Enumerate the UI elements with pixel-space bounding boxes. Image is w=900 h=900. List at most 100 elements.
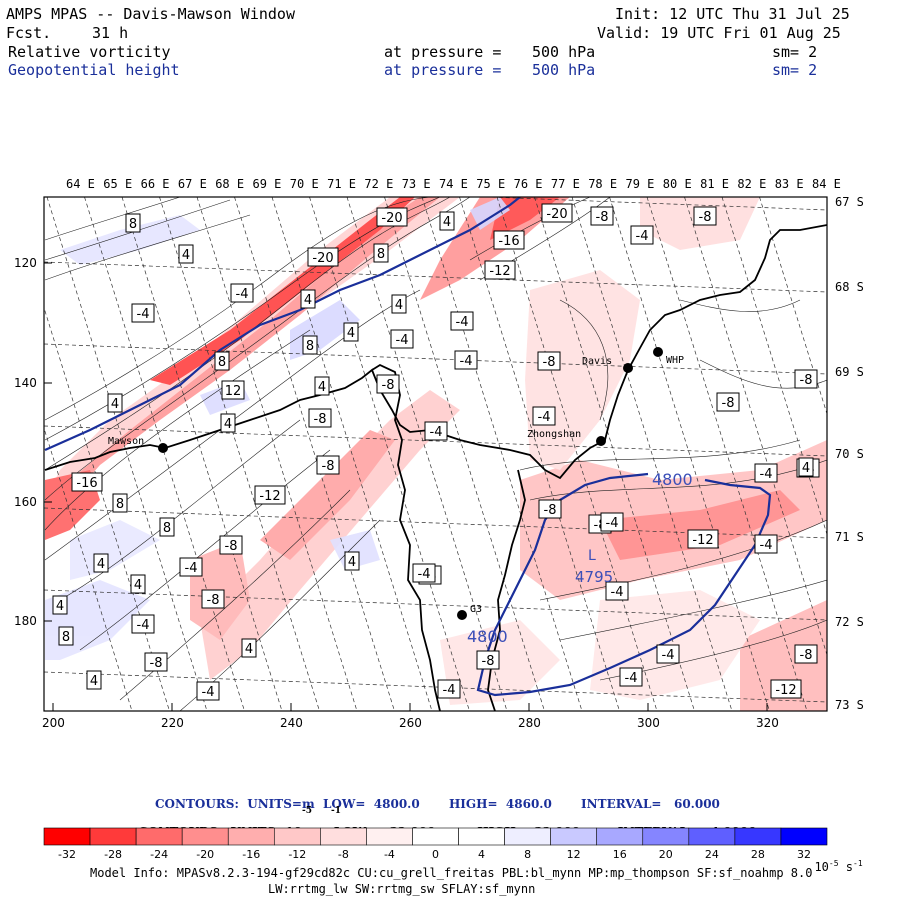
colorbar-tick-label: -20 — [196, 848, 214, 861]
vorticity-label-text: 12 — [225, 384, 242, 399]
vorticity-label: -4 — [179, 557, 203, 577]
vorticity-label-box — [130, 574, 146, 594]
lon-label: 72 E — [364, 177, 393, 191]
vorticity-label: -8 — [144, 652, 168, 672]
lon-label: 74 E — [439, 177, 468, 191]
colorbar-swatch — [227, 827, 275, 846]
vorticity-label-box — [343, 322, 359, 342]
field1-level: 500 hPa — [532, 43, 596, 61]
vorticity-label-text: 4 — [97, 557, 105, 572]
vorticity-label-text: -4 — [202, 685, 215, 700]
lon-label: 73 E — [402, 177, 431, 191]
vorticity-label-box — [314, 376, 330, 396]
vorticity-label: -4 — [230, 283, 254, 303]
vorticity-label: -20 — [376, 207, 408, 227]
colorbar-tick-label: -12 — [288, 848, 306, 861]
colorbar-swatch — [135, 827, 183, 846]
vorticity-label-text: 8 — [306, 339, 314, 354]
lat-label: 68 S — [835, 280, 864, 294]
vorticity-label-text: 4 — [304, 293, 312, 308]
parallel-line — [44, 589, 827, 621]
lon-label: 84 E — [812, 177, 841, 191]
meridian-line — [646, 197, 808, 711]
vorticity-label-box — [541, 203, 573, 223]
vorticity-label-text: 8 — [129, 217, 137, 232]
vorticity-label-text: -12 — [692, 533, 713, 548]
x-label: 220 — [161, 716, 184, 730]
vorticity-label-text: -8 — [800, 373, 813, 388]
colorbar-tick-label: -4 — [384, 848, 395, 861]
station-label: Mawson — [108, 436, 144, 447]
colorbar-swatch — [642, 827, 690, 846]
vorticity-label: -4 — [390, 329, 414, 349]
meridian-line — [346, 197, 508, 711]
units-exponent-1: -5 — [302, 806, 312, 816]
vorticity-label-text: -4 — [418, 567, 431, 582]
low-center-value: 4795 — [575, 568, 613, 586]
vorticity-label-box — [693, 206, 717, 226]
vorticity-label: -4 — [450, 311, 474, 331]
vorticity-label: -20 — [541, 203, 573, 223]
vorticity-label-text: 8 — [116, 497, 124, 512]
colorbar-swatch — [596, 827, 644, 846]
vorticity-label-box — [220, 413, 236, 433]
vorticity-label: -8 — [316, 455, 340, 475]
station-dot — [623, 363, 633, 373]
meridian-line — [571, 197, 733, 711]
station-label: Zhongshan — [527, 429, 581, 440]
colorbar-swatch — [550, 827, 598, 846]
map-fields: -20 -20 -20 -16 -12 -8 -4 -4 -8 -4 -8 -4 8 4 4 8 4 4 4 8 8 12… — [44, 197, 827, 711]
height-contour-info: CONTOURS: UNITS=m LOW= 4800.0 HIGH= 4860… — [155, 797, 720, 811]
meridian-line — [421, 197, 583, 711]
vorticity-label-text: -4 — [443, 683, 456, 698]
vorticity-label-text: -4 — [662, 648, 675, 663]
vorticity-label-box — [219, 535, 243, 555]
vorticity-label-box — [687, 529, 719, 549]
vorticity-label: -4 — [454, 350, 478, 370]
vorticity-label-text: 4 — [802, 461, 810, 476]
colorbar-swatch — [688, 827, 736, 846]
colorbar-swatch — [320, 827, 367, 846]
geopotential-height-contours — [44, 197, 772, 697]
vorticity-label: -8 — [476, 650, 500, 670]
colorbar-units-s: s — [845, 860, 854, 874]
vorticity-label-text: 4 — [90, 674, 98, 689]
x-label: 260 — [399, 716, 422, 730]
init-time: Init: 12 UTC Thu 31 Jul 25 — [615, 5, 850, 23]
vorticity-label-text: 8 — [163, 521, 171, 536]
vorticity-label-box — [107, 393, 123, 413]
colorbar-units: 10-5 s-1 — [800, 845, 862, 874]
vorticity-label-box — [424, 421, 448, 441]
vorticity-label-text: 4 — [347, 326, 355, 341]
vorticity-label-text: 4 — [224, 417, 232, 432]
colorbar-units-exp: -5 — [828, 859, 839, 868]
colorbar-units-base: 10 — [814, 860, 829, 874]
meridian-line — [271, 197, 433, 711]
station-dot — [457, 610, 467, 620]
vorticity-label-text: 4 — [182, 248, 190, 263]
vorticity-label-box — [58, 626, 74, 646]
colorbar-tick-label: -24 — [150, 848, 168, 861]
lat-label: 69 S — [835, 365, 864, 379]
vorticity-label-box — [619, 667, 643, 687]
lat-label: 72 S — [835, 615, 864, 629]
vorticity-label-text: -8 — [699, 210, 712, 225]
meridian-line — [721, 197, 827, 536]
vorticity-label: -4 — [532, 406, 556, 426]
field2-level: 500 hPa — [532, 61, 596, 79]
vorticity-value-labels: -20 -20 -20 -16 -12 -8 -4 -4 -8 -4 -8 -4 8 4 4 8 4 4 4 8 8 12… — [52, 203, 820, 701]
vorticity-label: 12 — [221, 380, 245, 400]
vorticity-label-box — [196, 681, 220, 701]
lon-label: 76 E — [514, 177, 543, 191]
colorbar-tick-label: 4 — [478, 848, 485, 861]
meridian-line — [534, 197, 695, 711]
station-label: G3 — [470, 604, 482, 615]
colorbar-swatch — [43, 827, 91, 846]
vorticity-label-box — [308, 408, 332, 428]
colorbar-swatch — [273, 827, 321, 846]
vorticity-label-box — [412, 563, 436, 583]
vorticity-label-text: -4 — [137, 307, 150, 322]
vorticity-label-box — [600, 512, 624, 532]
vorticity-label-text: -4 — [236, 287, 249, 302]
vorticity-label-box — [754, 463, 778, 483]
